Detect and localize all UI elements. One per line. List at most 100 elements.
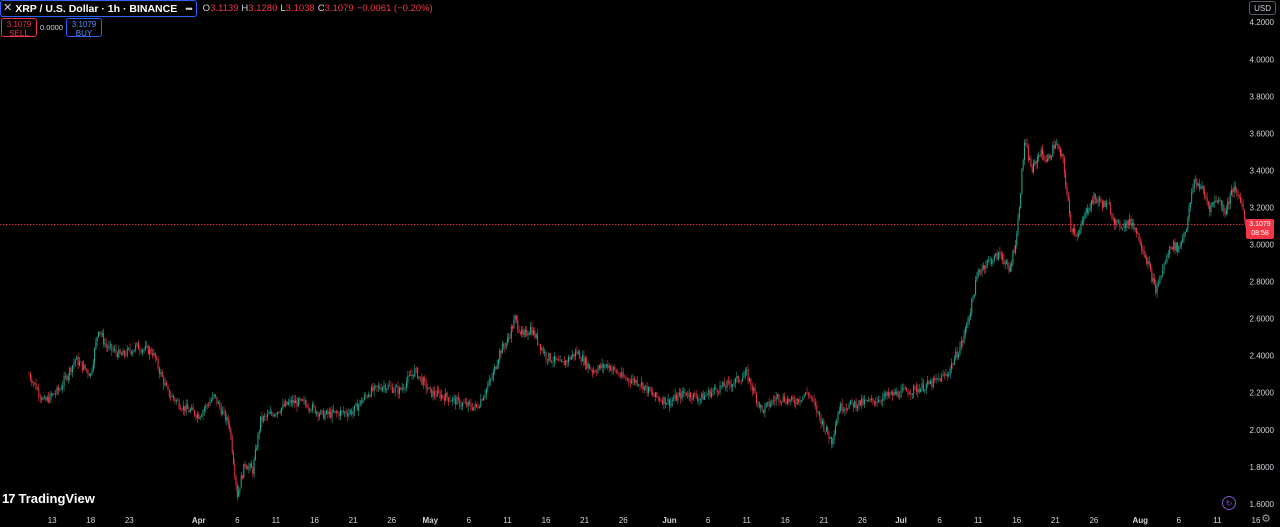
tradingview-logo[interactable]: 17 TradingView <box>2 491 95 506</box>
candle-body <box>982 265 984 269</box>
candle-body <box>253 459 255 474</box>
currency-button[interactable]: USD <box>1249 1 1276 15</box>
candle-body <box>302 399 304 401</box>
candle-body <box>213 394 215 396</box>
candle-body <box>876 401 878 403</box>
candle-body <box>500 350 502 354</box>
candle-body <box>223 410 225 412</box>
more-options-button[interactable]: ••• <box>185 3 193 14</box>
candle-body <box>480 399 482 407</box>
sell-label: SELL <box>9 29 29 38</box>
candle-body <box>1241 202 1243 204</box>
candle-body <box>1052 145 1054 157</box>
candle-body <box>597 368 599 373</box>
candle-body <box>934 378 936 380</box>
candle-body <box>1072 228 1074 232</box>
candle-body <box>269 411 271 414</box>
candle-body <box>896 391 898 395</box>
current-price-value: 3.1079 <box>1249 220 1271 228</box>
candle-body <box>95 341 97 349</box>
tradingview-logo-text: TradingView <box>18 491 95 506</box>
candle-body <box>670 401 672 407</box>
candle-body <box>1243 210 1245 219</box>
y-tick-label: 2.6000 <box>1250 315 1275 324</box>
candle-body <box>732 384 734 387</box>
candle-body <box>556 359 558 361</box>
candle-body <box>781 401 783 403</box>
candle-body <box>788 398 790 402</box>
time-axis[interactable]: 13 18 23 Apr 6 11 16 21 26 May 6 11 16 21 26 Jun 6 11 16 21… <box>48 516 1261 525</box>
candle-body <box>645 385 647 387</box>
settings-gear-icon[interactable]: ⚙ <box>1261 513 1271 525</box>
candle-body <box>526 330 528 336</box>
candle-body <box>546 359 548 361</box>
candle-body <box>553 356 555 362</box>
price-axis[interactable]: 4.2000 4.0000 3.8000 3.6000 3.4000 3.2000 3.00… <box>1250 18 1275 509</box>
candle-body <box>626 378 628 380</box>
candle-body <box>741 377 743 382</box>
candle-body <box>473 407 475 410</box>
candle-body <box>303 400 305 401</box>
candle-body <box>1047 159 1049 162</box>
candle-body <box>1207 202 1209 206</box>
candle-body <box>1206 197 1208 203</box>
symbol-title[interactable]: XRP / U.S. Dollar · 1h · BINANCE <box>15 2 178 15</box>
candle-body <box>70 367 72 373</box>
candle-body <box>685 392 687 396</box>
candle-body <box>544 351 546 353</box>
x-tick-label: 26 <box>1089 516 1098 525</box>
candle-body <box>586 358 588 369</box>
buy-button[interactable]: 3.1079 BUY <box>66 18 102 38</box>
candle-body <box>590 368 592 370</box>
candle-body <box>929 381 931 385</box>
candle-body <box>615 369 617 373</box>
candle-body <box>67 375 69 380</box>
candle-body <box>229 424 231 430</box>
candle-body <box>300 399 302 401</box>
candle-body <box>332 409 334 412</box>
candle-body <box>181 409 183 411</box>
candle-body <box>845 408 847 410</box>
candle-body <box>1195 179 1197 181</box>
close-icon[interactable]: ✕ <box>3 2 13 14</box>
candle-body <box>421 376 423 385</box>
replay-clock-icon[interactable]: ↻ <box>1222 496 1236 510</box>
candle-body <box>419 376 421 378</box>
symbol-box[interactable]: ✕ XRP / U.S. Dollar · 1h · BINANCE ••• <box>0 0 197 17</box>
ohlc-close-value: 3.1079 <box>324 3 354 14</box>
candle-body <box>750 378 752 387</box>
candle-body <box>729 381 731 385</box>
x-tick-label: 11 <box>272 516 281 525</box>
candle-body <box>617 372 619 374</box>
candle-body <box>723 381 725 387</box>
candle-body <box>922 383 924 392</box>
candle-body <box>494 366 496 372</box>
candle-body <box>189 409 191 413</box>
candle-body <box>274 414 276 417</box>
candle-body <box>411 374 413 376</box>
candle-body <box>1227 201 1229 210</box>
candle-body <box>820 416 822 425</box>
candle-body <box>408 375 410 376</box>
candle-body <box>118 349 120 358</box>
candle-body <box>618 372 620 376</box>
sell-button[interactable]: 3.1079 SELL <box>1 18 37 38</box>
candle-body <box>747 369 749 382</box>
candle-body <box>309 408 311 411</box>
candle-body <box>925 384 927 390</box>
candle-body <box>158 368 160 374</box>
candle-body <box>491 378 493 380</box>
candle-body <box>389 385 391 387</box>
candle-body <box>882 396 884 402</box>
candle-body <box>1071 228 1073 232</box>
candle-body <box>674 394 676 400</box>
candle-body <box>938 378 940 380</box>
candle-body <box>439 392 441 399</box>
candle-body <box>171 395 173 397</box>
candle-body <box>1142 249 1144 251</box>
candle-body <box>57 387 59 391</box>
candle-body <box>457 397 459 400</box>
x-tick-label: 26 <box>619 516 628 525</box>
candle-body <box>897 391 899 397</box>
